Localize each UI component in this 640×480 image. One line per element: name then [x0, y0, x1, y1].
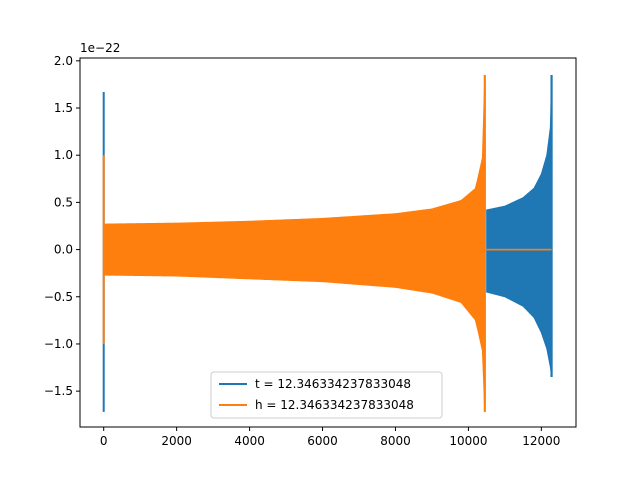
x-tick-label: 12000: [522, 434, 560, 448]
y-tick-label: 0.0: [54, 243, 73, 257]
y-tick-label: −1.0: [44, 337, 73, 351]
x-tick-label: 10000: [449, 434, 487, 448]
legend-label: t = 12.346334237833048: [255, 377, 411, 391]
plot-area: [102, 74, 553, 412]
x-tick-label: 6000: [307, 434, 338, 448]
y-tick-label: 1.0: [54, 148, 73, 162]
y-axis: −1.5 −1.0 −0.5 0.0 0.5 1.0 1.5 2.0: [44, 54, 80, 398]
y-tick-label: −0.5: [44, 290, 73, 304]
y-axis-offset-text: 1e−22: [80, 41, 120, 55]
y-tick-label: −1.5: [44, 384, 73, 398]
y-tick-label: 2.0: [54, 54, 73, 68]
axes-frame: [79, 57, 577, 428]
series-group: [102, 74, 553, 412]
y-tick-label: 1.5: [54, 101, 73, 115]
legend-box: [210, 371, 443, 419]
x-tick-label: 0: [100, 434, 108, 448]
x-axis: 0 2000 4000 6000 8000 10000 12000: [100, 427, 560, 448]
x-tick-label: 2000: [161, 434, 192, 448]
x-tick-label: 8000: [380, 434, 411, 448]
legend-label: h = 12.346334237833048: [255, 398, 414, 412]
legend: t = 12.346334237833048 h = 12.34633423783…: [210, 371, 443, 419]
x-tick-label: 4000: [234, 434, 265, 448]
y-tick-label: 0.5: [54, 195, 73, 209]
